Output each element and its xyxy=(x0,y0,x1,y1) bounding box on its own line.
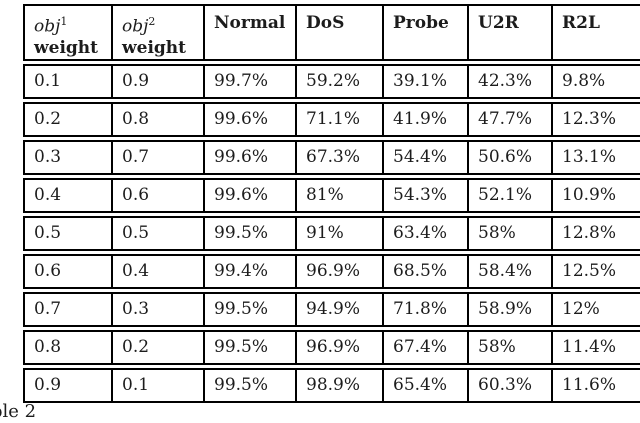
table-cell: 59.2% xyxy=(297,63,384,99)
table-cell: 99.4% xyxy=(205,253,297,289)
table-cell: 52.1% xyxy=(469,177,553,213)
table-cell: 58.4% xyxy=(469,253,553,289)
table-cell: 12.3% xyxy=(553,101,640,137)
weight-label-1: weight xyxy=(34,37,99,58)
col-header-probe: Probe xyxy=(384,4,469,61)
table-cell: 13.1% xyxy=(553,139,640,175)
table-cell: 0.3 xyxy=(23,139,113,175)
col-header-normal: Normal xyxy=(205,4,297,61)
table-cell: 12.8% xyxy=(553,215,640,251)
obj2-italic: obj xyxy=(122,16,149,37)
table-cell: 0.6 xyxy=(23,253,113,289)
table-cell: 0.2 xyxy=(113,329,205,365)
results-table: obj1 weight obj2 weight Normal DoS Probe… xyxy=(23,1,640,406)
table-cell: 58.9% xyxy=(469,291,553,327)
table-cell: 98.9% xyxy=(297,367,384,403)
table-cell: 54.4% xyxy=(384,139,469,175)
obj2-superscript: 2 xyxy=(148,15,156,28)
table-cell: 99.5% xyxy=(205,367,297,403)
table-cell: 0.6 xyxy=(113,177,205,213)
table-cell: 99.5% xyxy=(205,291,297,327)
table-cell: 0.2 xyxy=(23,101,113,137)
table-cell: 9.8% xyxy=(553,63,640,99)
obj1-superscript: 1 xyxy=(60,15,68,28)
table-cell: 99.7% xyxy=(205,63,297,99)
table-row: 0.4 0.6 99.6% 81% 54.3% 52.1% 10.9% xyxy=(23,177,640,213)
table-cell: 60.3% xyxy=(469,367,553,403)
table-cell: 0.4 xyxy=(113,253,205,289)
table-cell: 0.1 xyxy=(23,63,113,99)
table-row: 0.6 0.4 99.4% 96.9% 68.5% 58.4% 12.5% xyxy=(23,253,640,289)
table-cell: 99.5% xyxy=(205,215,297,251)
col-header-obj1-weight: obj1 weight xyxy=(23,4,113,61)
table-cell: 0.3 xyxy=(113,291,205,327)
table-row: 0.2 0.8 99.6% 71.1% 41.9% 47.7% 12.3% xyxy=(23,101,640,137)
table-cell: 11.4% xyxy=(553,329,640,365)
table-cell: 0.7 xyxy=(113,139,205,175)
table-cell: 0.5 xyxy=(113,215,205,251)
table-cell: 65.4% xyxy=(384,367,469,403)
table-cell: 71.8% xyxy=(384,291,469,327)
weight-label-2: weight xyxy=(122,37,187,58)
obj1-label: obj1 xyxy=(34,12,107,37)
table-cell: 0.5 xyxy=(23,215,113,251)
col-header-obj2-weight: obj2 weight xyxy=(113,4,205,61)
obj2-label: obj2 xyxy=(122,12,199,37)
table-cell: 68.5% xyxy=(384,253,469,289)
table-caption: ble 2 xyxy=(0,401,37,422)
table-cell: 0.4 xyxy=(23,177,113,213)
table-cell: 99.6% xyxy=(205,177,297,213)
table-cell: 11.6% xyxy=(553,367,640,403)
table-cell: 58% xyxy=(469,329,553,365)
table-cell: 94.9% xyxy=(297,291,384,327)
table-row: 0.9 0.1 99.5% 98.9% 65.4% 60.3% 11.6% xyxy=(23,367,640,403)
table-cell: 71.1% xyxy=(297,101,384,137)
table-cell: 0.9 xyxy=(113,63,205,99)
table-cell: 99.6% xyxy=(205,139,297,175)
table-cell: 0.7 xyxy=(23,291,113,327)
table-row: 0.8 0.2 99.5% 96.9% 67.4% 58% 11.4% xyxy=(23,329,640,365)
table-row: 0.1 0.9 99.7% 59.2% 39.1% 42.3% 9.8% xyxy=(23,63,640,99)
table-cell: 0.1 xyxy=(113,367,205,403)
col-header-dos: DoS xyxy=(297,4,384,61)
table-cell: 67.4% xyxy=(384,329,469,365)
table-row: 0.7 0.3 99.5% 94.9% 71.8% 58.9% 12% xyxy=(23,291,640,327)
table-cell: 47.7% xyxy=(469,101,553,137)
col-header-r2l: R2L xyxy=(553,4,640,61)
table-cell: 0.8 xyxy=(23,329,113,365)
table-row: 0.3 0.7 99.6% 67.3% 54.4% 50.6% 13.1% xyxy=(23,139,640,175)
table-cell: 42.3% xyxy=(469,63,553,99)
table-cell: 99.6% xyxy=(205,101,297,137)
table-cell: 63.4% xyxy=(384,215,469,251)
obj1-italic: obj xyxy=(34,16,61,37)
col-header-u2r: U2R xyxy=(469,4,553,61)
table-cell: 54.3% xyxy=(384,177,469,213)
table-cell: 12.5% xyxy=(553,253,640,289)
table-cell: 96.9% xyxy=(297,329,384,365)
table-cell: 0.8 xyxy=(113,101,205,137)
header-row: obj1 weight obj2 weight Normal DoS Probe… xyxy=(23,4,640,61)
table-cell: 12% xyxy=(553,291,640,327)
table-cell: 58% xyxy=(469,215,553,251)
table-cell: 81% xyxy=(297,177,384,213)
table-cell: 10.9% xyxy=(553,177,640,213)
table-row: 0.5 0.5 99.5% 91% 63.4% 58% 12.8% xyxy=(23,215,640,251)
table-cell: 41.9% xyxy=(384,101,469,137)
table-cell: 67.3% xyxy=(297,139,384,175)
table-cell: 91% xyxy=(297,215,384,251)
table-cell: 39.1% xyxy=(384,63,469,99)
table-cell: 0.9 xyxy=(23,367,113,403)
table-cell: 99.5% xyxy=(205,329,297,365)
table-cell: 50.6% xyxy=(469,139,553,175)
table-cell: 96.9% xyxy=(297,253,384,289)
